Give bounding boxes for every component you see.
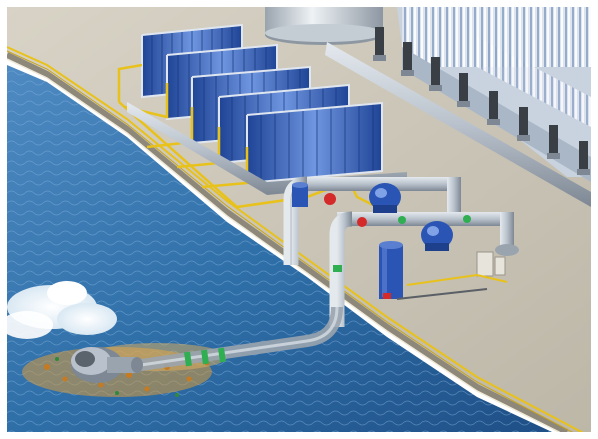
guard-rail	[7, 46, 584, 432]
membrane-racks	[141, 23, 383, 185]
foam-splash	[7, 281, 117, 339]
intake-pumps	[292, 182, 453, 251]
plant-illustration	[7, 7, 591, 432]
sea	[7, 65, 552, 432]
valves	[324, 193, 471, 299]
deck-equipment	[396, 251, 508, 300]
pump-row	[373, 27, 590, 175]
header-pipe-top	[325, 42, 591, 207]
storage-tank	[265, 7, 383, 45]
pressure-vessel	[379, 241, 403, 299]
intake-pipe-underwater	[126, 306, 343, 373]
intake-screen-head	[71, 347, 143, 383]
illustration-frame	[7, 7, 591, 432]
